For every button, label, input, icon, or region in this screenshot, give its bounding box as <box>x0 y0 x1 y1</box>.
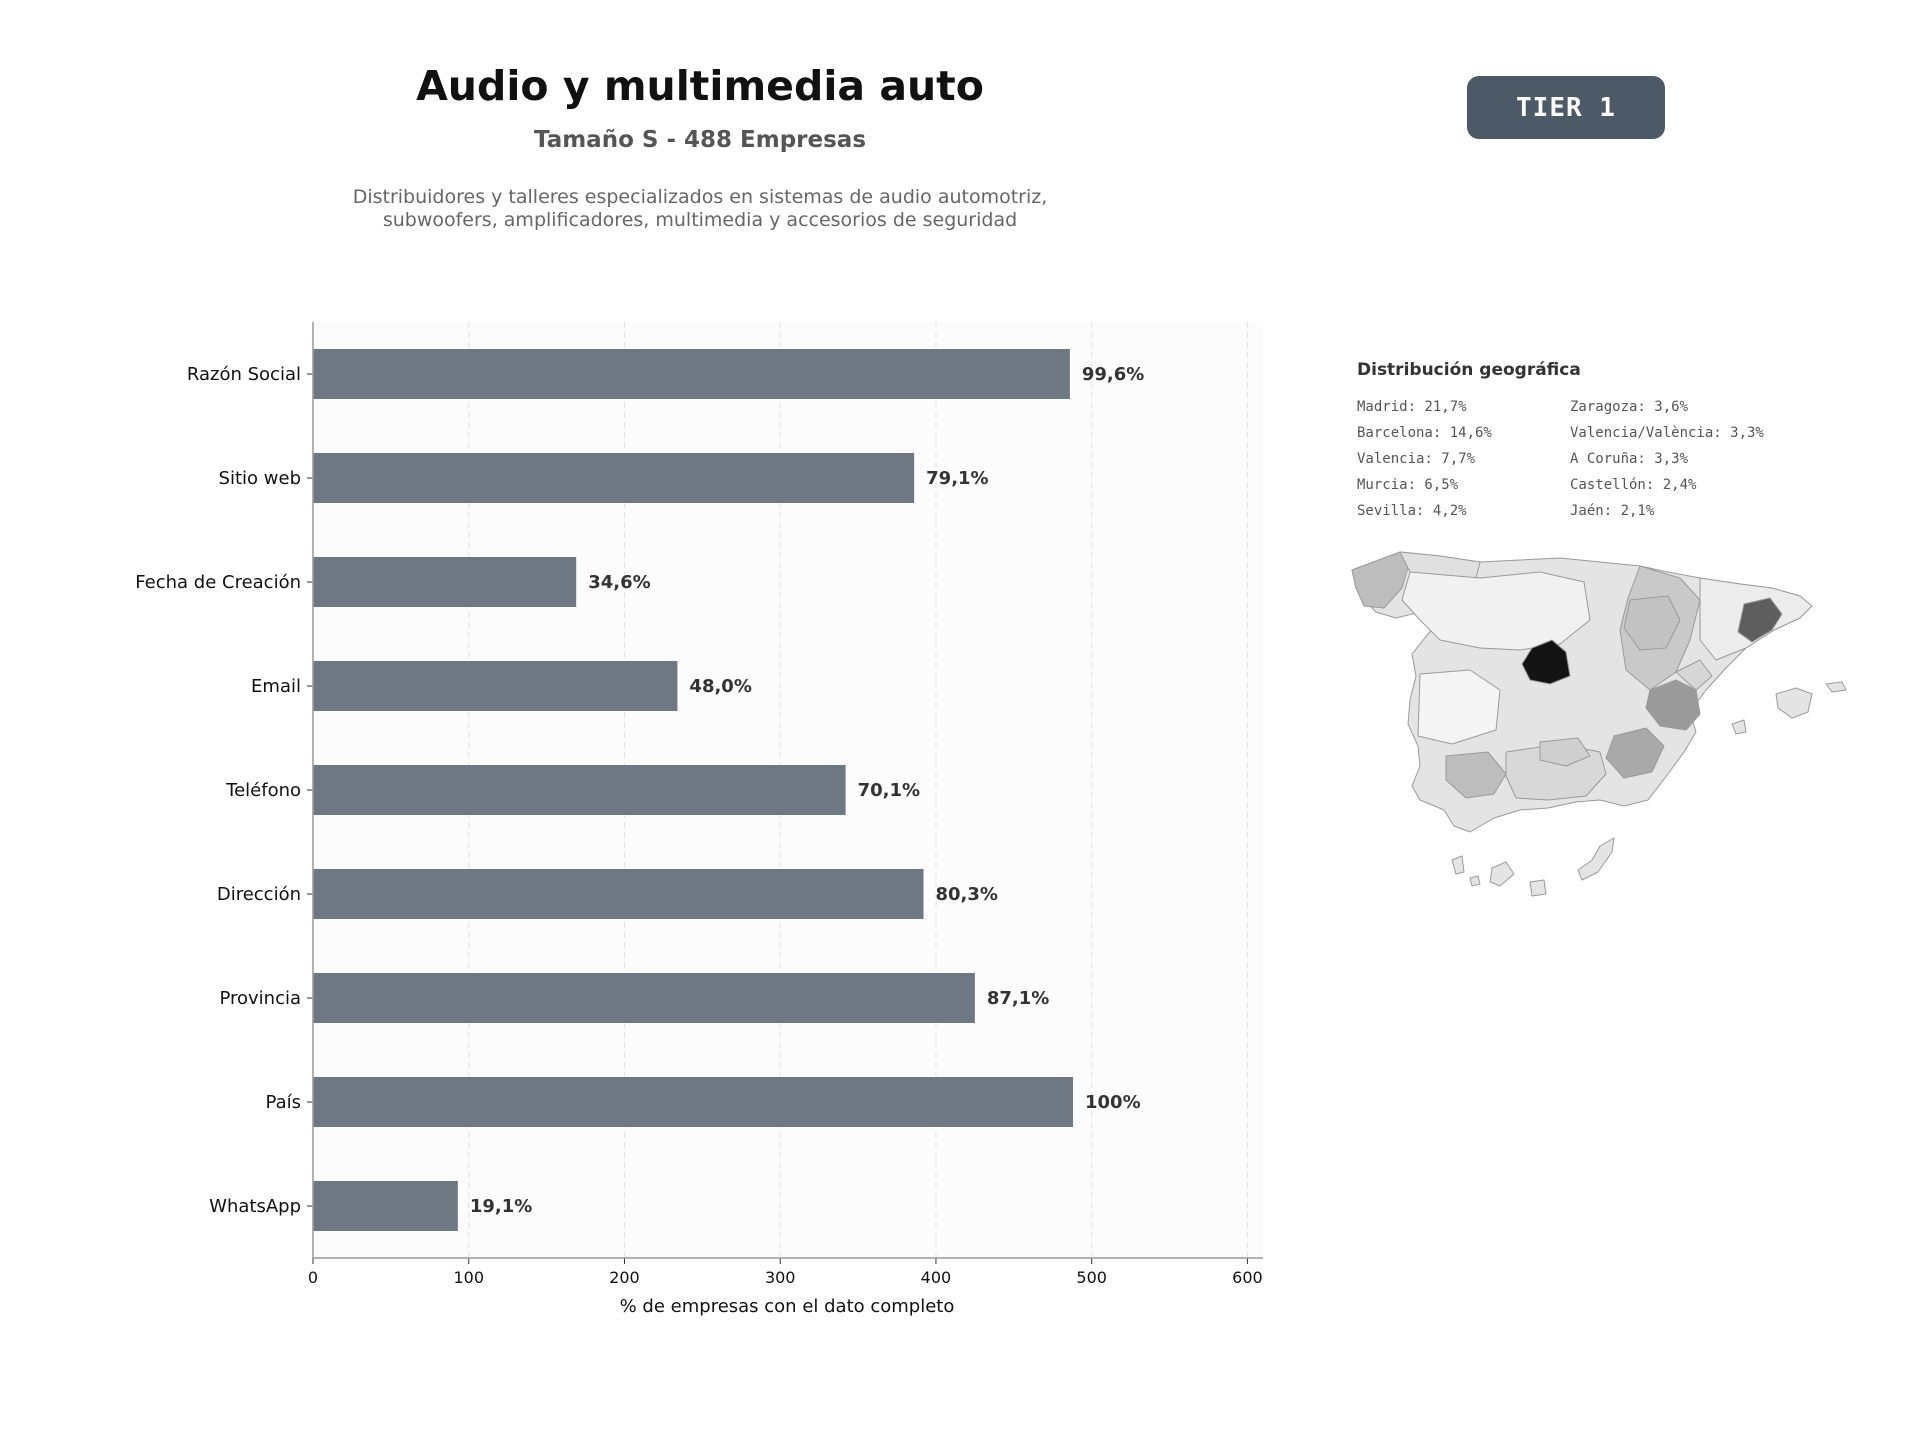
y-tick-label: Sitio web <box>219 468 301 489</box>
tier-badge: TIER 1 <box>1467 76 1665 139</box>
geo-entry: Murcia: 6,5% <box>1357 477 1459 493</box>
bar <box>313 557 577 607</box>
y-tick-label: Razón Social <box>187 364 301 385</box>
data-label: 79,1% <box>926 468 988 489</box>
data-label: 19,1% <box>470 1196 532 1217</box>
data-label: 80,3% <box>935 884 997 905</box>
y-tick-label: País <box>266 1092 301 1113</box>
geo-entry: A Coruña: 3,3% <box>1570 451 1689 467</box>
data-label: 70,1% <box>858 780 920 801</box>
y-tick-label: Fecha de Creación <box>135 572 301 593</box>
geo-list: Madrid: 21,7% Zaragoza: 3,6% Barcelona: … <box>1357 398 1817 521</box>
x-tick-label: 600 <box>1232 1268 1263 1287</box>
geo-entry: Castellón: 2,4% <box>1570 477 1697 493</box>
geo-entry: Zaragoza: 3,6% <box>1570 399 1689 415</box>
geo-entry: Valencia: 7,7% <box>1357 451 1476 467</box>
bar <box>313 1181 458 1231</box>
geo-entry: Jaén: 2,1% <box>1570 503 1655 519</box>
bar <box>313 661 678 711</box>
y-tick-label: WhatsApp <box>209 1196 301 1217</box>
x-tick-label: 100 <box>453 1268 484 1287</box>
y-tick-label: Teléfono <box>225 780 301 801</box>
geo-entry: Valencia/València: 3,3% <box>1570 425 1764 441</box>
x-tick-label: 500 <box>1076 1268 1107 1287</box>
x-tick-label: 200 <box>609 1268 640 1287</box>
chart-subtitle: Tamaño S - 488 Empresas <box>533 127 867 153</box>
bar <box>313 349 1070 399</box>
y-tick-label: Email <box>251 676 301 697</box>
data-label: 48,0% <box>689 676 751 697</box>
x-tick-label: 300 <box>765 1268 796 1287</box>
x-tick-label: 400 <box>921 1268 952 1287</box>
geo-title: Distribución geográfica <box>1357 360 1581 380</box>
bar <box>313 1077 1073 1127</box>
sector-description: Distribuidores y talleres especializados… <box>352 186 1048 231</box>
geo-entry: Sevilla: 4,2% <box>1357 503 1467 519</box>
data-label: 99,6% <box>1082 364 1144 385</box>
y-tick-label: Provincia <box>219 988 301 1009</box>
y-tick-label: Dirección <box>217 884 301 905</box>
bar <box>313 973 975 1023</box>
data-label: 100% <box>1085 1092 1141 1113</box>
geo-entry: Barcelona: 14,6% <box>1357 425 1492 441</box>
data-label: 87,1% <box>987 988 1049 1009</box>
bar <box>313 453 915 503</box>
data-label: 34,6% <box>588 572 650 593</box>
bar <box>313 765 846 815</box>
geo-entry: Madrid: 21,7% <box>1357 399 1467 415</box>
x-tick-label: 0 <box>308 1268 318 1287</box>
bar <box>313 869 924 919</box>
chart-title: Audio y multimedia auto <box>416 62 984 110</box>
x-axis-label: % de empresas con el dato completo <box>620 1296 955 1317</box>
